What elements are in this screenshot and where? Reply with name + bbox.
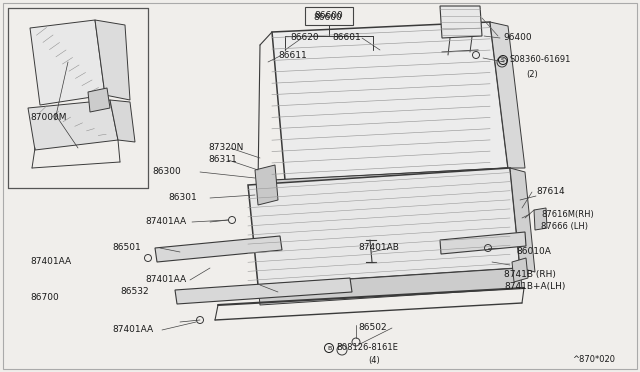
Text: (4): (4) — [368, 356, 380, 365]
Text: 87614: 87614 — [536, 187, 564, 196]
Polygon shape — [95, 20, 130, 100]
Polygon shape — [255, 165, 278, 205]
Text: 87401AA: 87401AA — [145, 218, 186, 227]
Text: 87666 (LH): 87666 (LH) — [541, 221, 588, 231]
Text: 8741B+A(LH): 8741B+A(LH) — [504, 282, 565, 291]
Polygon shape — [248, 168, 520, 285]
Polygon shape — [155, 236, 282, 262]
Text: ^870*020: ^870*020 — [572, 356, 615, 365]
Text: 8741B (RH): 8741B (RH) — [504, 269, 556, 279]
Polygon shape — [28, 100, 118, 150]
Text: B: B — [327, 346, 331, 350]
Text: 87401AB: 87401AB — [358, 244, 399, 253]
Text: 86620: 86620 — [290, 33, 319, 42]
Text: 87401AA: 87401AA — [112, 326, 153, 334]
Text: 87320N: 87320N — [208, 144, 243, 153]
Polygon shape — [440, 6, 482, 38]
Polygon shape — [510, 168, 535, 272]
Text: 86700: 86700 — [30, 294, 59, 302]
Text: S08360-61691: S08360-61691 — [510, 55, 572, 64]
Polygon shape — [272, 22, 508, 180]
Polygon shape — [440, 232, 526, 254]
Polygon shape — [175, 278, 352, 304]
Text: 86301: 86301 — [168, 193, 196, 202]
Polygon shape — [110, 100, 135, 142]
Text: 96400: 96400 — [503, 33, 532, 42]
Text: 86502: 86502 — [358, 324, 387, 333]
Text: B08126-8161E: B08126-8161E — [336, 343, 398, 353]
Text: (2): (2) — [526, 70, 538, 78]
Polygon shape — [30, 20, 105, 105]
Text: 86501: 86501 — [112, 244, 141, 253]
Text: S: S — [501, 58, 505, 62]
Polygon shape — [258, 268, 522, 305]
Polygon shape — [88, 88, 110, 112]
Text: 86601: 86601 — [332, 33, 361, 42]
Text: 87000M: 87000M — [30, 113, 67, 122]
Text: 86010A: 86010A — [516, 247, 551, 257]
Text: 86300: 86300 — [152, 167, 180, 176]
Text: 87401AA: 87401AA — [30, 257, 71, 266]
Text: 86532: 86532 — [120, 288, 148, 296]
Text: 87616M(RH): 87616M(RH) — [541, 209, 594, 218]
Text: 86600: 86600 — [313, 13, 342, 22]
Text: 87401AA: 87401AA — [145, 276, 186, 285]
Polygon shape — [534, 208, 547, 230]
Polygon shape — [512, 258, 528, 282]
Text: 86600: 86600 — [315, 12, 344, 20]
FancyBboxPatch shape — [305, 7, 353, 25]
Polygon shape — [272, 168, 510, 196]
Text: 86311: 86311 — [208, 155, 237, 164]
Text: 86611: 86611 — [278, 51, 307, 61]
Polygon shape — [490, 22, 525, 168]
